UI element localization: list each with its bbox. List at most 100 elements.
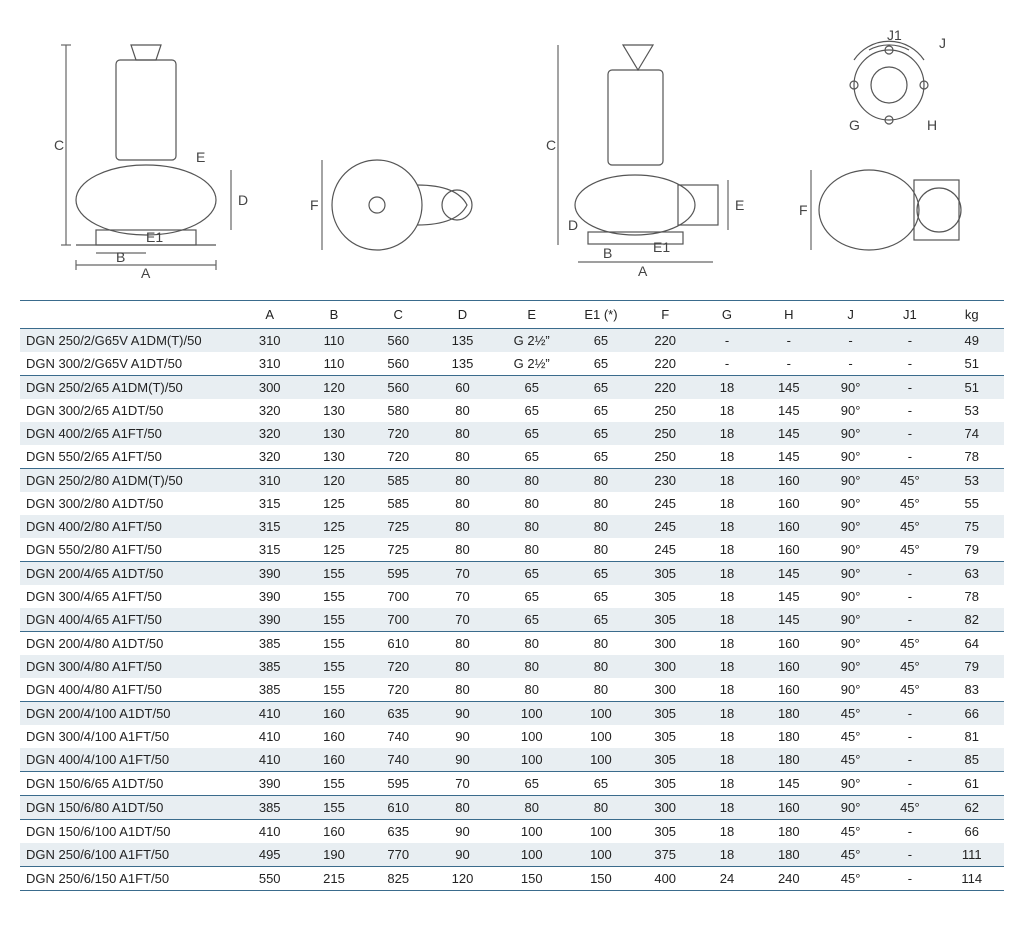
value-cell: 130 bbox=[302, 422, 366, 445]
col-header: kg bbox=[940, 301, 1004, 329]
dim-label-b: B bbox=[116, 249, 125, 265]
value-cell: 385 bbox=[238, 632, 302, 656]
value-cell: - bbox=[880, 352, 939, 376]
value-cell: 85 bbox=[940, 748, 1004, 772]
model-cell: DGN 400/4/65 A1FT/50 bbox=[20, 608, 238, 632]
value-cell: 45° bbox=[880, 469, 939, 493]
value-cell: 390 bbox=[238, 562, 302, 586]
value-cell: 18 bbox=[697, 796, 756, 820]
value-cell: 320 bbox=[238, 445, 302, 469]
value-cell: 18 bbox=[697, 445, 756, 469]
table-row: DGN 300/2/65 A1DT/5032013058080656525018… bbox=[20, 399, 1004, 422]
value-cell: 18 bbox=[697, 399, 756, 422]
model-cell: DGN 200/4/80 A1DT/50 bbox=[20, 632, 238, 656]
value-cell: 150 bbox=[569, 867, 633, 891]
value-cell: 160 bbox=[757, 678, 821, 702]
model-cell: DGN 550/2/65 A1FT/50 bbox=[20, 445, 238, 469]
value-cell: 160 bbox=[757, 796, 821, 820]
dim-label-e2: E bbox=[735, 197, 744, 213]
value-cell: 635 bbox=[366, 702, 430, 726]
model-cell: DGN 300/4/65 A1FT/50 bbox=[20, 585, 238, 608]
value-cell: 65 bbox=[495, 399, 569, 422]
value-cell: 720 bbox=[366, 445, 430, 469]
value-cell: 560 bbox=[366, 376, 430, 400]
value-cell: 65 bbox=[569, 445, 633, 469]
value-cell: 80 bbox=[430, 796, 494, 820]
model-cell: DGN 400/4/80 A1FT/50 bbox=[20, 678, 238, 702]
value-cell: 145 bbox=[757, 445, 821, 469]
value-cell: 390 bbox=[238, 772, 302, 796]
value-cell: 66 bbox=[940, 820, 1004, 844]
table-row: DGN 300/2/G65V A1DT/50310110560135G 2½”6… bbox=[20, 352, 1004, 376]
value-cell: 90° bbox=[821, 422, 880, 445]
value-cell: 70 bbox=[430, 608, 494, 632]
value-cell: 560 bbox=[366, 329, 430, 353]
value-cell: 580 bbox=[366, 399, 430, 422]
dim-label-f: F bbox=[310, 197, 319, 213]
value-cell: 100 bbox=[495, 843, 569, 867]
value-cell: 160 bbox=[757, 515, 821, 538]
model-cell: DGN 300/4/100 A1FT/50 bbox=[20, 725, 238, 748]
value-cell: 65 bbox=[569, 399, 633, 422]
value-cell: 80 bbox=[430, 445, 494, 469]
value-cell: 160 bbox=[757, 538, 821, 562]
value-cell: 45° bbox=[880, 538, 939, 562]
technical-diagrams: C A B D E E1 F bbox=[20, 20, 1004, 280]
value-cell: 90° bbox=[821, 445, 880, 469]
value-cell: 49 bbox=[940, 329, 1004, 353]
value-cell: 725 bbox=[366, 538, 430, 562]
value-cell: 320 bbox=[238, 422, 302, 445]
model-cell: DGN 400/2/65 A1FT/50 bbox=[20, 422, 238, 445]
value-cell: 145 bbox=[757, 585, 821, 608]
value-cell: 81 bbox=[940, 725, 1004, 748]
value-cell: 78 bbox=[940, 445, 1004, 469]
value-cell: 135 bbox=[430, 352, 494, 376]
value-cell: 80 bbox=[569, 796, 633, 820]
value-cell: 300 bbox=[633, 632, 697, 656]
value-cell: 80 bbox=[430, 492, 494, 515]
value-cell: 160 bbox=[757, 632, 821, 656]
value-cell: 720 bbox=[366, 422, 430, 445]
value-cell: 770 bbox=[366, 843, 430, 867]
value-cell: 160 bbox=[757, 469, 821, 493]
model-cell: DGN 250/2/65 A1DM(T)/50 bbox=[20, 376, 238, 400]
col-header: B bbox=[302, 301, 366, 329]
value-cell: 315 bbox=[238, 492, 302, 515]
table-row: DGN 550/2/80 A1FT/5031512572580808024518… bbox=[20, 538, 1004, 562]
value-cell: - bbox=[880, 329, 939, 353]
value-cell: 60 bbox=[430, 376, 494, 400]
value-cell: 305 bbox=[633, 820, 697, 844]
value-cell: - bbox=[821, 352, 880, 376]
dim-label-d: D bbox=[238, 192, 248, 208]
value-cell: 18 bbox=[697, 702, 756, 726]
value-cell: 80 bbox=[430, 678, 494, 702]
value-cell: 720 bbox=[366, 678, 430, 702]
value-cell: 825 bbox=[366, 867, 430, 891]
value-cell: 180 bbox=[757, 748, 821, 772]
value-cell: - bbox=[821, 329, 880, 353]
value-cell: 90 bbox=[430, 748, 494, 772]
value-cell: 145 bbox=[757, 399, 821, 422]
table-row: DGN 300/4/100 A1FT/504101607409010010030… bbox=[20, 725, 1004, 748]
value-cell: 70 bbox=[430, 585, 494, 608]
value-cell: 90° bbox=[821, 678, 880, 702]
dim-label-b2: B bbox=[603, 245, 612, 261]
value-cell: 18 bbox=[697, 515, 756, 538]
value-cell: 145 bbox=[757, 376, 821, 400]
value-cell: 18 bbox=[697, 585, 756, 608]
value-cell: 250 bbox=[633, 422, 697, 445]
value-cell: 90° bbox=[821, 655, 880, 678]
model-cell: DGN 400/4/100 A1FT/50 bbox=[20, 748, 238, 772]
value-cell: 78 bbox=[940, 585, 1004, 608]
value-cell: 90° bbox=[821, 608, 880, 632]
value-cell: 125 bbox=[302, 492, 366, 515]
col-header bbox=[20, 301, 238, 329]
value-cell: 135 bbox=[430, 329, 494, 353]
value-cell: 215 bbox=[302, 867, 366, 891]
value-cell: 220 bbox=[633, 376, 697, 400]
table-row: DGN 250/2/65 A1DM(T)/5030012056060656522… bbox=[20, 376, 1004, 400]
value-cell: 90° bbox=[821, 796, 880, 820]
value-cell: 305 bbox=[633, 562, 697, 586]
col-header: C bbox=[366, 301, 430, 329]
value-cell: 220 bbox=[633, 329, 697, 353]
